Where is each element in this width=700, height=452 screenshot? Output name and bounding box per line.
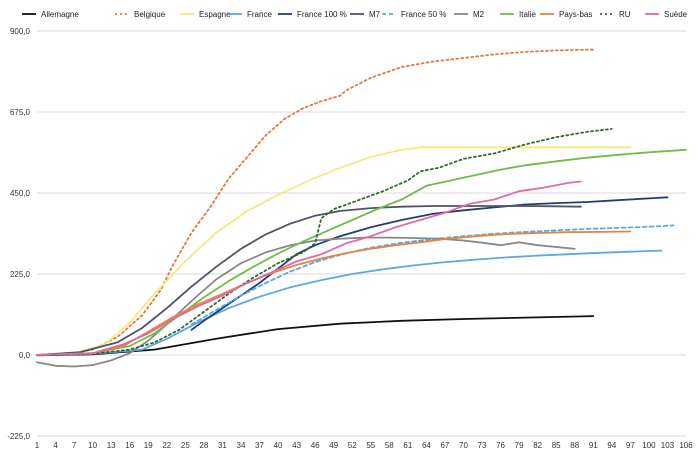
legend-item: France 50 %	[382, 10, 446, 19]
legend: Allemagne Belgique Espagne France France 100…	[22, 10, 688, 19]
x-tick-label: 4	[53, 441, 58, 450]
x-tick-label: 97	[626, 441, 635, 450]
x-tick-label: 49	[329, 441, 338, 450]
x-tick-label: 85	[552, 441, 561, 450]
x-tick-label: 91	[589, 441, 598, 450]
series-line-ru	[36, 128, 613, 356]
legend-label: Belgique	[134, 10, 166, 19]
x-axis: 1 4 7 10 13 16 19 22 25 28 31 34 37 40 43 46 49 52 55 58 61 6…	[35, 441, 693, 450]
legend-item: M2	[454, 10, 485, 19]
y-tick-label: 225,0	[10, 270, 31, 279]
series-line-france-50	[190, 224, 675, 326]
legend-label: Allemagne	[41, 10, 79, 19]
y-tick-label: 450,0	[10, 189, 31, 198]
legend-label: Suède	[664, 10, 688, 19]
legend-label: Italie	[519, 10, 536, 19]
legend-item: Pays-bas	[540, 10, 592, 19]
x-tick-label: 1	[35, 441, 40, 450]
x-tick-label: 52	[348, 441, 357, 450]
y-tick-label: 675,0	[10, 108, 31, 117]
x-tick-label: 73	[478, 441, 487, 450]
legend-item: RU	[600, 10, 631, 19]
legend-item: Allemagne	[22, 10, 79, 19]
x-tick-label: 61	[403, 441, 412, 450]
x-tick-label: 100	[642, 441, 656, 450]
x-tick-label: 34	[237, 441, 246, 450]
x-tick-label: 106	[679, 441, 693, 450]
series-line-m2	[36, 236, 576, 368]
series-line-france	[36, 249, 663, 356]
x-tick-label: 67	[440, 441, 449, 450]
legend-label: M2	[473, 10, 485, 19]
series-line-allemagne	[36, 315, 595, 357]
x-tick-label: 16	[125, 441, 134, 450]
legend-item: Espagne	[180, 10, 231, 19]
legend-item: Suède	[645, 10, 688, 19]
legend-label: Pays-bas	[559, 10, 592, 19]
x-tick-label: 70	[459, 441, 468, 450]
legend-item: M7	[350, 10, 381, 19]
legend-item: Italie	[500, 10, 536, 19]
x-tick-label: 76	[496, 441, 505, 450]
x-tick-label: 43	[292, 441, 301, 450]
x-tick-label: 79	[515, 441, 524, 450]
series-line-pays-bas	[36, 230, 632, 356]
x-tick-label: 25	[181, 441, 190, 450]
y-axis: -225,0 0,0 225,0 450,0 675,0 900,0	[7, 27, 30, 441]
x-tick-label: 40	[274, 441, 283, 450]
x-tick-label: 22	[162, 441, 171, 450]
legend-label: France 50 %	[401, 10, 446, 19]
gridlines	[37, 30, 686, 437]
legend-item: Belgique	[115, 10, 166, 19]
series-line-espagne	[36, 146, 632, 356]
x-tick-label: 94	[607, 441, 616, 450]
x-tick-label: 55	[366, 441, 375, 450]
x-tick-label: 10	[88, 441, 97, 450]
x-tick-label: 58	[385, 441, 394, 450]
y-tick-label: 0,0	[19, 351, 31, 360]
x-tick-label: 37	[255, 441, 264, 450]
y-tick-label: 900,0	[10, 27, 31, 36]
legend-label: RU	[619, 10, 631, 19]
x-tick-label: 31	[218, 441, 227, 450]
legend-label: France	[247, 10, 272, 19]
legend-item: France	[228, 10, 272, 19]
y-tick-label: -225,0	[7, 432, 30, 441]
x-tick-label: 19	[144, 441, 153, 450]
series-line-belgique	[36, 48, 595, 356]
x-tick-label: 13	[107, 441, 116, 450]
series-line-m7	[36, 205, 582, 356]
series-line-france-100	[190, 196, 669, 331]
x-tick-label: 28	[199, 441, 208, 450]
x-tick-label: 82	[533, 441, 542, 450]
series-line-su-de	[36, 180, 582, 356]
legend-item: France 100 %	[278, 10, 347, 19]
legend-label: Espagne	[199, 10, 231, 19]
x-tick-label: 103	[661, 441, 675, 450]
series-lines	[36, 48, 687, 368]
legend-label: M7	[369, 10, 381, 19]
x-tick-label: 88	[570, 441, 579, 450]
x-tick-label: 7	[72, 441, 77, 450]
x-tick-label: 46	[311, 441, 320, 450]
x-tick-label: 64	[422, 441, 431, 450]
legend-label: France 100 %	[297, 10, 347, 19]
